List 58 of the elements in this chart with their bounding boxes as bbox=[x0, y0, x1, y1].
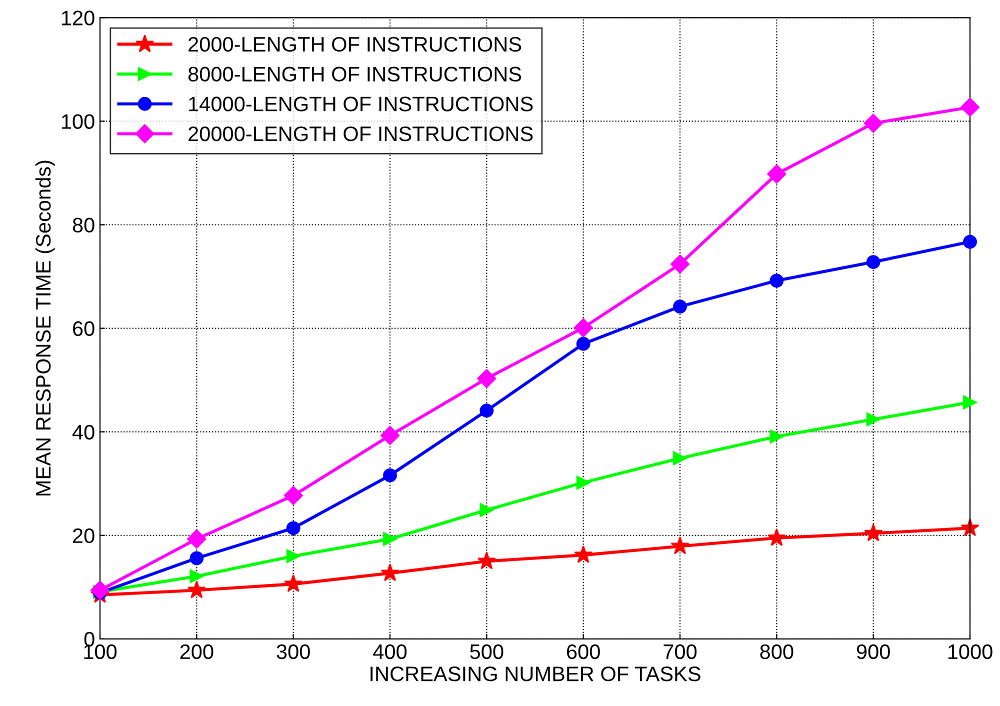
point bbox=[190, 551, 204, 566]
point bbox=[574, 318, 593, 338]
point bbox=[477, 552, 496, 570]
y-tick-label: 120 bbox=[62, 10, 94, 26]
legend-label: 14000-LENGTH OF INSTRUCTIONS bbox=[189, 96, 533, 112]
point bbox=[284, 574, 303, 592]
x-tick-label: 600 bbox=[567, 644, 600, 660]
point bbox=[864, 114, 883, 133]
y-tick-label: 60 bbox=[73, 321, 94, 336]
point bbox=[866, 255, 880, 269]
point bbox=[864, 524, 883, 542]
y-tick-label: 20 bbox=[73, 528, 94, 544]
point bbox=[380, 563, 400, 582]
point bbox=[284, 486, 303, 506]
point bbox=[576, 336, 590, 351]
point bbox=[480, 404, 494, 418]
y-tick-label: 40 bbox=[72, 424, 94, 440]
point bbox=[673, 300, 687, 314]
legend-label: 2000-LENGTH OF INSTRUCTIONS bbox=[188, 36, 522, 52]
point bbox=[383, 532, 397, 546]
legend-label: 8000-LENGTH OF INSTRUCTIONS bbox=[188, 66, 522, 82]
point bbox=[187, 580, 206, 598]
point bbox=[670, 254, 690, 274]
y-tick-label: 80 bbox=[72, 218, 94, 232]
point bbox=[90, 580, 110, 600]
point bbox=[480, 503, 494, 517]
point bbox=[190, 569, 204, 584]
point bbox=[963, 395, 977, 410]
point bbox=[673, 451, 687, 466]
x-tick-label: 300 bbox=[276, 644, 310, 660]
point bbox=[960, 98, 980, 117]
point bbox=[286, 521, 300, 536]
point bbox=[767, 528, 786, 546]
point bbox=[383, 468, 397, 482]
x-tick-label: 400 bbox=[373, 644, 407, 660]
point bbox=[477, 368, 496, 388]
x-axis-title: INCREASING NUMBER OF TASKS bbox=[370, 666, 700, 682]
point bbox=[770, 430, 784, 444]
x-tick-label: 200 bbox=[180, 644, 214, 660]
point bbox=[767, 164, 786, 184]
legend-label: 20000-LENGTH OF INSTRUCTIONS bbox=[188, 126, 533, 142]
point bbox=[866, 412, 880, 426]
point bbox=[960, 518, 980, 536]
point bbox=[187, 529, 206, 549]
point bbox=[574, 545, 593, 564]
point bbox=[576, 476, 590, 490]
point bbox=[286, 549, 300, 564]
x-tick-label: 500 bbox=[470, 644, 504, 660]
point bbox=[380, 426, 400, 445]
x-tick-label: 800 bbox=[760, 644, 794, 660]
x-tick-label: 700 bbox=[664, 644, 697, 660]
point bbox=[963, 234, 977, 249]
x-tick-label: 900 bbox=[856, 644, 890, 660]
point bbox=[670, 536, 690, 554]
x-tick-label: 1000 bbox=[948, 644, 992, 660]
y-axis-title: MEAN RESPONSE TIME (Seconds) bbox=[35, 160, 55, 496]
y-tick-label: 100 bbox=[62, 114, 94, 129]
point bbox=[770, 274, 784, 288]
